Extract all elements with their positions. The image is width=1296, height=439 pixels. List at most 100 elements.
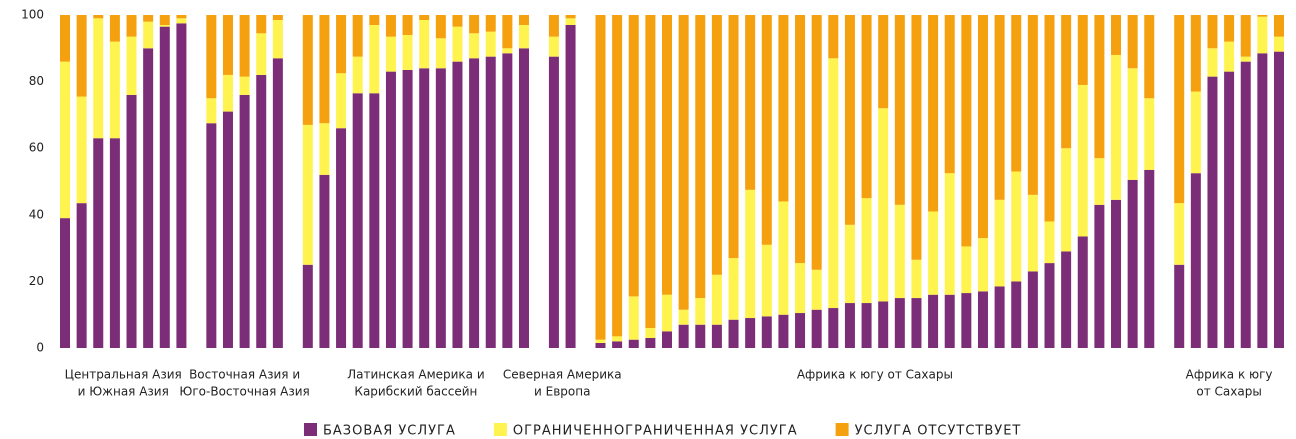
bar-segment — [878, 301, 889, 348]
bar-segment — [778, 15, 789, 202]
bar-segment — [485, 31, 496, 57]
bar-segment — [1127, 68, 1138, 180]
legend-swatch — [493, 423, 507, 436]
bar-segment — [302, 15, 313, 125]
bar-segment — [206, 98, 217, 124]
bar-segment — [1207, 15, 1218, 49]
bar-segment — [994, 199, 1005, 287]
bar-segment — [778, 201, 789, 315]
bar-segment — [595, 15, 606, 340]
bar-segment — [143, 21, 154, 49]
bar-segment — [745, 189, 756, 319]
bar-segment — [828, 58, 839, 309]
bar-segment — [628, 15, 639, 297]
bar-segment — [861, 15, 872, 199]
bar-segment — [1127, 15, 1138, 69]
bar-segment — [272, 15, 283, 20]
bar-segment — [811, 269, 822, 310]
bar-segment — [645, 15, 656, 329]
y-tick-label: 60 — [29, 141, 44, 155]
bar-segment — [369, 24, 380, 94]
bar-segment — [645, 338, 656, 348]
bar-segment — [1011, 171, 1022, 282]
bar-segment — [1207, 76, 1218, 348]
y-tick-label: 80 — [29, 74, 44, 88]
bar-segment — [911, 259, 922, 299]
bar-segment — [502, 15, 513, 49]
bar-segment — [452, 26, 463, 62]
bar-segment — [1257, 16, 1268, 54]
bar-segment — [728, 319, 739, 348]
bar-segment — [143, 15, 154, 22]
bar-segment — [977, 15, 988, 239]
bar-segment — [1240, 56, 1251, 62]
bar-segment — [928, 211, 939, 295]
bar-segment — [1044, 221, 1055, 264]
group-label: Карибский бассейн — [354, 385, 477, 399]
bar-segment — [1190, 15, 1201, 92]
y-tick-label: 20 — [29, 274, 44, 288]
bar-segment — [565, 15, 576, 19]
bar-segment — [994, 286, 1005, 348]
bar-segment — [1174, 264, 1185, 348]
y-tick-label: 100 — [21, 8, 44, 22]
bar-segment — [159, 15, 170, 25]
bar-segment — [518, 48, 529, 349]
legend-label: ОГРАНИЧЕННОГРАНИЧЕННАЯ УСЛУГА — [513, 424, 798, 439]
bar-segment — [1224, 41, 1235, 72]
bar-segment — [485, 56, 496, 348]
bar-segment — [1027, 271, 1038, 348]
bar-segment — [894, 204, 905, 299]
bar-segment — [1077, 236, 1088, 348]
bar-segment — [402, 15, 413, 35]
bar-segment — [93, 15, 104, 19]
bar-segment — [977, 238, 988, 292]
legend-swatch — [304, 423, 317, 436]
bar-segment — [1077, 84, 1088, 237]
bar-segment — [662, 294, 673, 332]
bar-segment — [828, 308, 839, 348]
bar-segment — [1044, 15, 1055, 222]
bar-segment — [1224, 15, 1235, 42]
bar-segment — [93, 138, 104, 348]
bar-segment — [1111, 54, 1122, 200]
bar-segment — [1111, 15, 1122, 55]
bar-segment — [76, 203, 87, 348]
bar-segment — [60, 15, 70, 62]
bar-segment — [662, 15, 673, 295]
bar-segment — [60, 61, 70, 219]
bar-segment — [745, 15, 756, 190]
bar-segment — [1094, 204, 1105, 348]
bar-segment — [728, 15, 739, 259]
bar-segment — [452, 15, 463, 27]
bar-segment — [239, 94, 250, 348]
bar-segment — [502, 48, 513, 54]
bar-segment — [795, 15, 806, 264]
bar-segment — [861, 303, 872, 348]
bar-segment — [844, 303, 855, 348]
bar-segment — [319, 123, 330, 175]
bar-segment — [977, 291, 988, 348]
bar-segment — [961, 15, 972, 247]
bar-segment — [256, 74, 267, 348]
bar-segment — [1077, 15, 1088, 85]
bar-segment — [1027, 194, 1038, 272]
bar-segment — [795, 263, 806, 314]
bar-segment — [256, 33, 267, 75]
bar-segment — [302, 124, 313, 265]
bar-segment — [595, 339, 606, 344]
bar-segment — [894, 298, 905, 348]
bar-segment — [928, 15, 939, 212]
bar-segment — [711, 274, 722, 325]
bar-segment — [728, 258, 739, 320]
bar-segment — [385, 15, 396, 37]
bar-segment — [1190, 91, 1201, 174]
bar-segment — [911, 298, 922, 348]
group-label: Восточная Азия и — [189, 368, 300, 382]
bar-segment — [612, 15, 623, 337]
bar-segment — [319, 15, 330, 124]
bar-segment — [565, 24, 576, 349]
group-label: и Южная Азия — [78, 385, 169, 399]
bar-segment — [369, 93, 380, 348]
bar-segment — [944, 294, 955, 348]
